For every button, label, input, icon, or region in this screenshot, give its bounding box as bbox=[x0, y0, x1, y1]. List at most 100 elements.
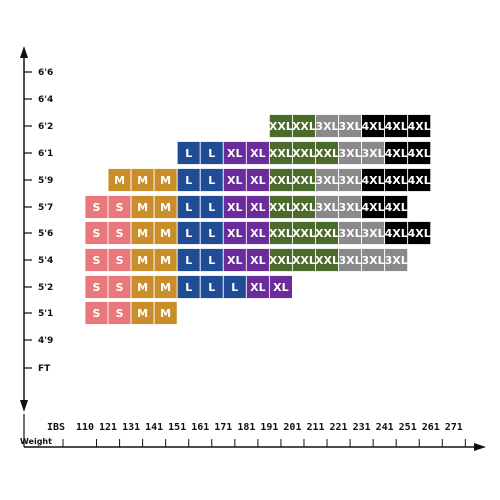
x-tick-label: 241 bbox=[376, 422, 394, 433]
x-tick-label: 261 bbox=[422, 422, 440, 433]
size-cell-label: L bbox=[185, 174, 192, 187]
x-tick-label: 131 bbox=[122, 422, 140, 433]
size-cell-label: S bbox=[116, 227, 124, 240]
size-cell-label: M bbox=[137, 201, 148, 214]
size-cell-label: XXL bbox=[269, 147, 293, 160]
x-tick-label: 251 bbox=[399, 422, 417, 433]
size-cell-label: M bbox=[160, 174, 171, 187]
x-tick-label: 121 bbox=[99, 422, 117, 433]
size-cell bbox=[407, 168, 432, 192]
size-cell-label: 3XL bbox=[338, 147, 361, 160]
y-unit-label: FT bbox=[38, 364, 51, 374]
size-cell-label: 4XL bbox=[408, 227, 431, 240]
size-cell-label: S bbox=[116, 201, 124, 214]
size-cell-label: XL bbox=[227, 201, 243, 214]
size-cell-label: XXL bbox=[269, 120, 293, 133]
size-cell bbox=[384, 195, 409, 219]
size-cell-label: S bbox=[116, 254, 124, 267]
x-tick-label: 221 bbox=[330, 422, 348, 433]
size-cell-label: M bbox=[137, 227, 148, 240]
size-cell-label: 3XL bbox=[315, 201, 338, 214]
size-cell-label: M bbox=[114, 174, 125, 187]
size-cell-label: L bbox=[231, 281, 238, 294]
x-tick-label: 181 bbox=[237, 422, 255, 433]
size-cell-label: M bbox=[160, 254, 171, 267]
y-tick-label: 6'1 bbox=[38, 149, 53, 159]
size-cell-label: XXL bbox=[269, 254, 293, 267]
size-cell-label: 4XL bbox=[362, 120, 385, 133]
size-cell-label: S bbox=[93, 254, 101, 267]
size-cell bbox=[407, 114, 432, 138]
y-tick-label: 6'2 bbox=[38, 122, 53, 132]
x-tick-label: 201 bbox=[283, 422, 301, 433]
size-cell-label: 4XL bbox=[408, 147, 431, 160]
size-cell-label: M bbox=[160, 227, 171, 240]
size-cell-label: 4XL bbox=[385, 174, 408, 187]
x-axis: IBS 110 121 131 141 151 161 171 181 191 201 211 221 2… bbox=[20, 414, 486, 451]
size-cell-label: XL bbox=[250, 281, 266, 294]
x-tick-label: 191 bbox=[260, 422, 278, 433]
size-cell-label: XL bbox=[250, 174, 266, 187]
size-cell-label: 3XL bbox=[338, 201, 361, 214]
x-tick-label: 171 bbox=[214, 422, 232, 433]
size-cell-label: XL bbox=[227, 147, 243, 160]
size-cell-label: XXL bbox=[292, 227, 316, 240]
size-cell-label: 3XL bbox=[315, 174, 338, 187]
size-cell-label: 4XL bbox=[362, 201, 385, 214]
size-cell-label: L bbox=[185, 227, 192, 240]
size-cell-label: L bbox=[208, 254, 215, 267]
size-cell-label: XL bbox=[273, 281, 289, 294]
size-cell-label: L bbox=[185, 201, 192, 214]
size-cell-label: 4XL bbox=[385, 201, 408, 214]
size-cell-label: XXL bbox=[269, 227, 293, 240]
size-cell-label: 3XL bbox=[315, 120, 338, 133]
x-tick-label: 211 bbox=[306, 422, 324, 433]
size-cell bbox=[268, 275, 293, 299]
size-cell-label: XXL bbox=[315, 147, 339, 160]
size-cell-label: L bbox=[208, 227, 215, 240]
size-cell-label: L bbox=[208, 147, 215, 160]
size-cell-label: XXL bbox=[292, 201, 316, 214]
size-cell-label: S bbox=[116, 281, 124, 294]
size-cell-label: S bbox=[93, 201, 101, 214]
size-cell-label: 3XL bbox=[338, 227, 361, 240]
size-cell-label: XXL bbox=[315, 227, 339, 240]
size-cell-label: 4XL bbox=[362, 174, 385, 187]
y-tick-label: 4'9 bbox=[38, 336, 53, 346]
size-cell-label: S bbox=[116, 307, 124, 320]
size-cell-label: L bbox=[185, 254, 192, 267]
y-axis: 6'6 6'4 6'2 6'1 5'9 5'7 5'6 5'4 5'2 5'1 4'9 FT bbox=[20, 46, 53, 412]
size-cell-label: 3XL bbox=[362, 227, 385, 240]
size-cell bbox=[384, 248, 409, 272]
size-cell-label: XL bbox=[227, 254, 243, 267]
y-tick-label: 5'2 bbox=[38, 283, 53, 293]
x-tick-label: 161 bbox=[191, 422, 209, 433]
x-tick-label: 271 bbox=[445, 422, 463, 433]
size-cell-label: 4XL bbox=[408, 174, 431, 187]
size-cell-label: XXL bbox=[315, 254, 339, 267]
y-tick-label: 5'6 bbox=[38, 229, 53, 239]
size-cell-label: XXL bbox=[292, 174, 316, 187]
size-cell-label: M bbox=[160, 307, 171, 320]
size-cell-label: 3XL bbox=[338, 174, 361, 187]
y-tick-label: 5'7 bbox=[38, 203, 53, 213]
size-cell-label: XXL bbox=[292, 147, 316, 160]
size-cell bbox=[407, 141, 432, 165]
size-cell-label: L bbox=[208, 281, 215, 294]
y-tick-label: 6'6 bbox=[38, 68, 53, 78]
size-cell-label: XL bbox=[227, 227, 243, 240]
size-cell-label: M bbox=[137, 307, 148, 320]
x-unit-label: IBS bbox=[47, 422, 65, 433]
size-cell-label: 4XL bbox=[385, 227, 408, 240]
y-tick-label: 5'1 bbox=[38, 309, 53, 319]
size-cell-label: M bbox=[137, 281, 148, 294]
size-cell-label: 3XL bbox=[385, 254, 408, 267]
x-tick-label: 151 bbox=[168, 422, 186, 433]
size-cell-label: 4XL bbox=[385, 120, 408, 133]
size-cell bbox=[153, 301, 178, 325]
size-cell-label: S bbox=[93, 307, 101, 320]
y-tick-label: 5'9 bbox=[38, 176, 53, 186]
size-cell-label: XL bbox=[250, 227, 266, 240]
